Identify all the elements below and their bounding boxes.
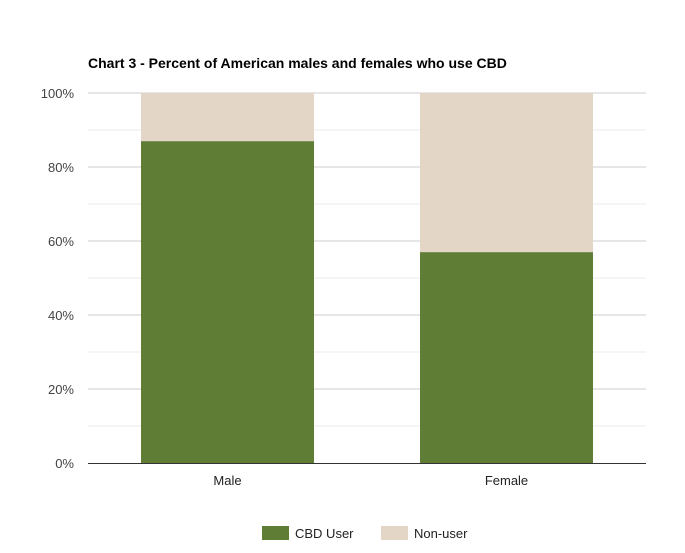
- legend-label: CBD User: [295, 526, 354, 541]
- legend-label: Non-user: [414, 526, 468, 541]
- x-axis-categories: Male Female: [213, 473, 528, 488]
- y-tick-label: 20%: [48, 382, 74, 397]
- legend-swatch: [381, 526, 408, 540]
- y-tick-label: 80%: [48, 160, 74, 175]
- y-tick-label: 40%: [48, 308, 74, 323]
- legend-swatch: [262, 526, 289, 540]
- chart-title: Chart 3 - Percent of American males and …: [88, 55, 507, 71]
- x-tick-label: Male: [213, 473, 241, 488]
- y-tick-label: 60%: [48, 234, 74, 249]
- legend: CBD User Non-user: [262, 526, 468, 541]
- y-axis-ticks: 0% 20% 40% 60% 80% 100%: [41, 86, 75, 471]
- bar-cbd-user-male: [141, 141, 314, 463]
- x-tick-label: Female: [485, 473, 528, 488]
- bar-non-user-male: [141, 93, 314, 142]
- bar-non-user-female: [420, 93, 593, 253]
- bars: [141, 93, 593, 463]
- y-tick-label: 0%: [55, 456, 74, 471]
- bar-cbd-user-female: [420, 252, 593, 463]
- y-tick-label: 100%: [41, 86, 75, 101]
